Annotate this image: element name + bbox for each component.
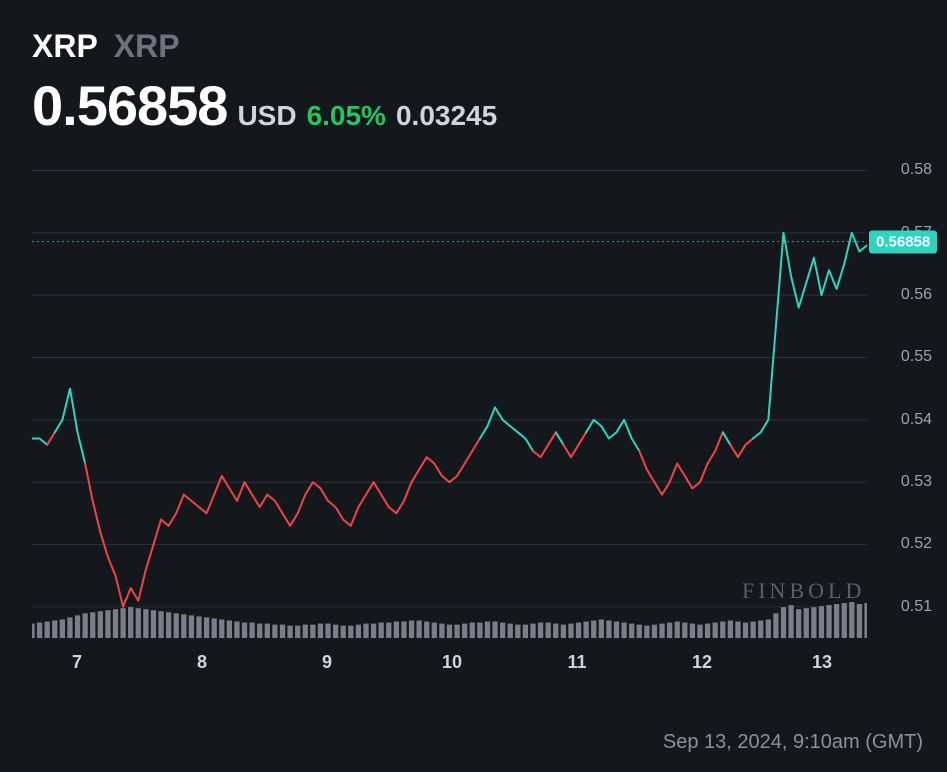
y-tick-label: 0.52 [901,535,932,553]
y-tick-label: 0.53 [901,473,932,491]
x-tick-label: 10 [442,652,462,673]
y-tick-label: 0.56 [901,286,932,304]
asset-name: XRP [114,28,180,65]
x-tick-label: 11 [567,652,586,673]
x-tick-label: 12 [692,652,712,673]
x-tick-label: 8 [197,652,207,673]
change-percent: 6.05% [307,100,386,132]
timestamp-label: Sep 13, 2024, 9:10am (GMT) [663,731,923,754]
x-tick-label: 9 [322,652,332,673]
header-row-symbol: XRP XRP [32,28,939,65]
asset-symbol: XRP [32,28,98,65]
change-absolute: 0.03245 [396,100,497,132]
chart-area[interactable]: 0.510.520.530.540.550.560.570.58 7891011… [32,158,932,678]
chart-card: XRP XRP 0.56858 USD 6.05% 0.03245 0.51 0.… [0,0,947,772]
currency-label: USD [237,100,296,132]
y-tick-label: 0.54 [901,411,932,429]
watermark-text: FINBOLD [742,578,865,604]
y-tick-label: 0.55 [901,348,932,366]
current-price-tag: 0.56858 [869,230,937,253]
x-axis: 7 8 9 10 11 12 13 [32,648,867,678]
header-row-price: 0.56858 USD 6.05% 0.03245 [32,73,939,138]
current-price: 0.56858 [32,73,227,138]
price-chart-svg [32,158,867,648]
x-tick-label: 7 [72,652,82,673]
y-tick-label: 0.58 [901,161,932,179]
y-tick-label: 0.51 [901,598,932,616]
x-tick-label: 13 [812,652,832,673]
